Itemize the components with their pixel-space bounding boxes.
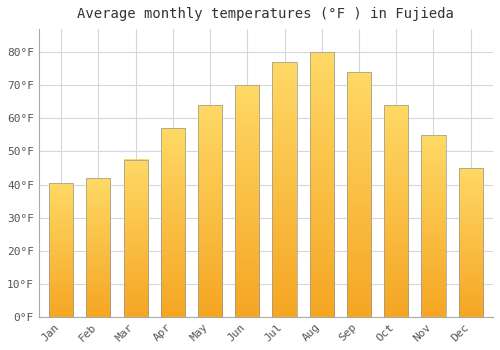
Bar bbox=[235, 85, 260, 317]
Bar bbox=[160, 128, 185, 317]
Bar bbox=[124, 160, 148, 317]
Title: Average monthly temperatures (°F ) in Fujieda: Average monthly temperatures (°F ) in Fu… bbox=[78, 7, 454, 21]
Bar bbox=[458, 168, 483, 317]
Bar bbox=[272, 62, 296, 317]
Bar bbox=[49, 183, 73, 317]
Bar bbox=[310, 52, 334, 317]
Bar bbox=[422, 135, 446, 317]
Bar bbox=[86, 178, 110, 317]
Bar bbox=[384, 105, 408, 317]
Bar bbox=[198, 105, 222, 317]
Bar bbox=[347, 72, 371, 317]
